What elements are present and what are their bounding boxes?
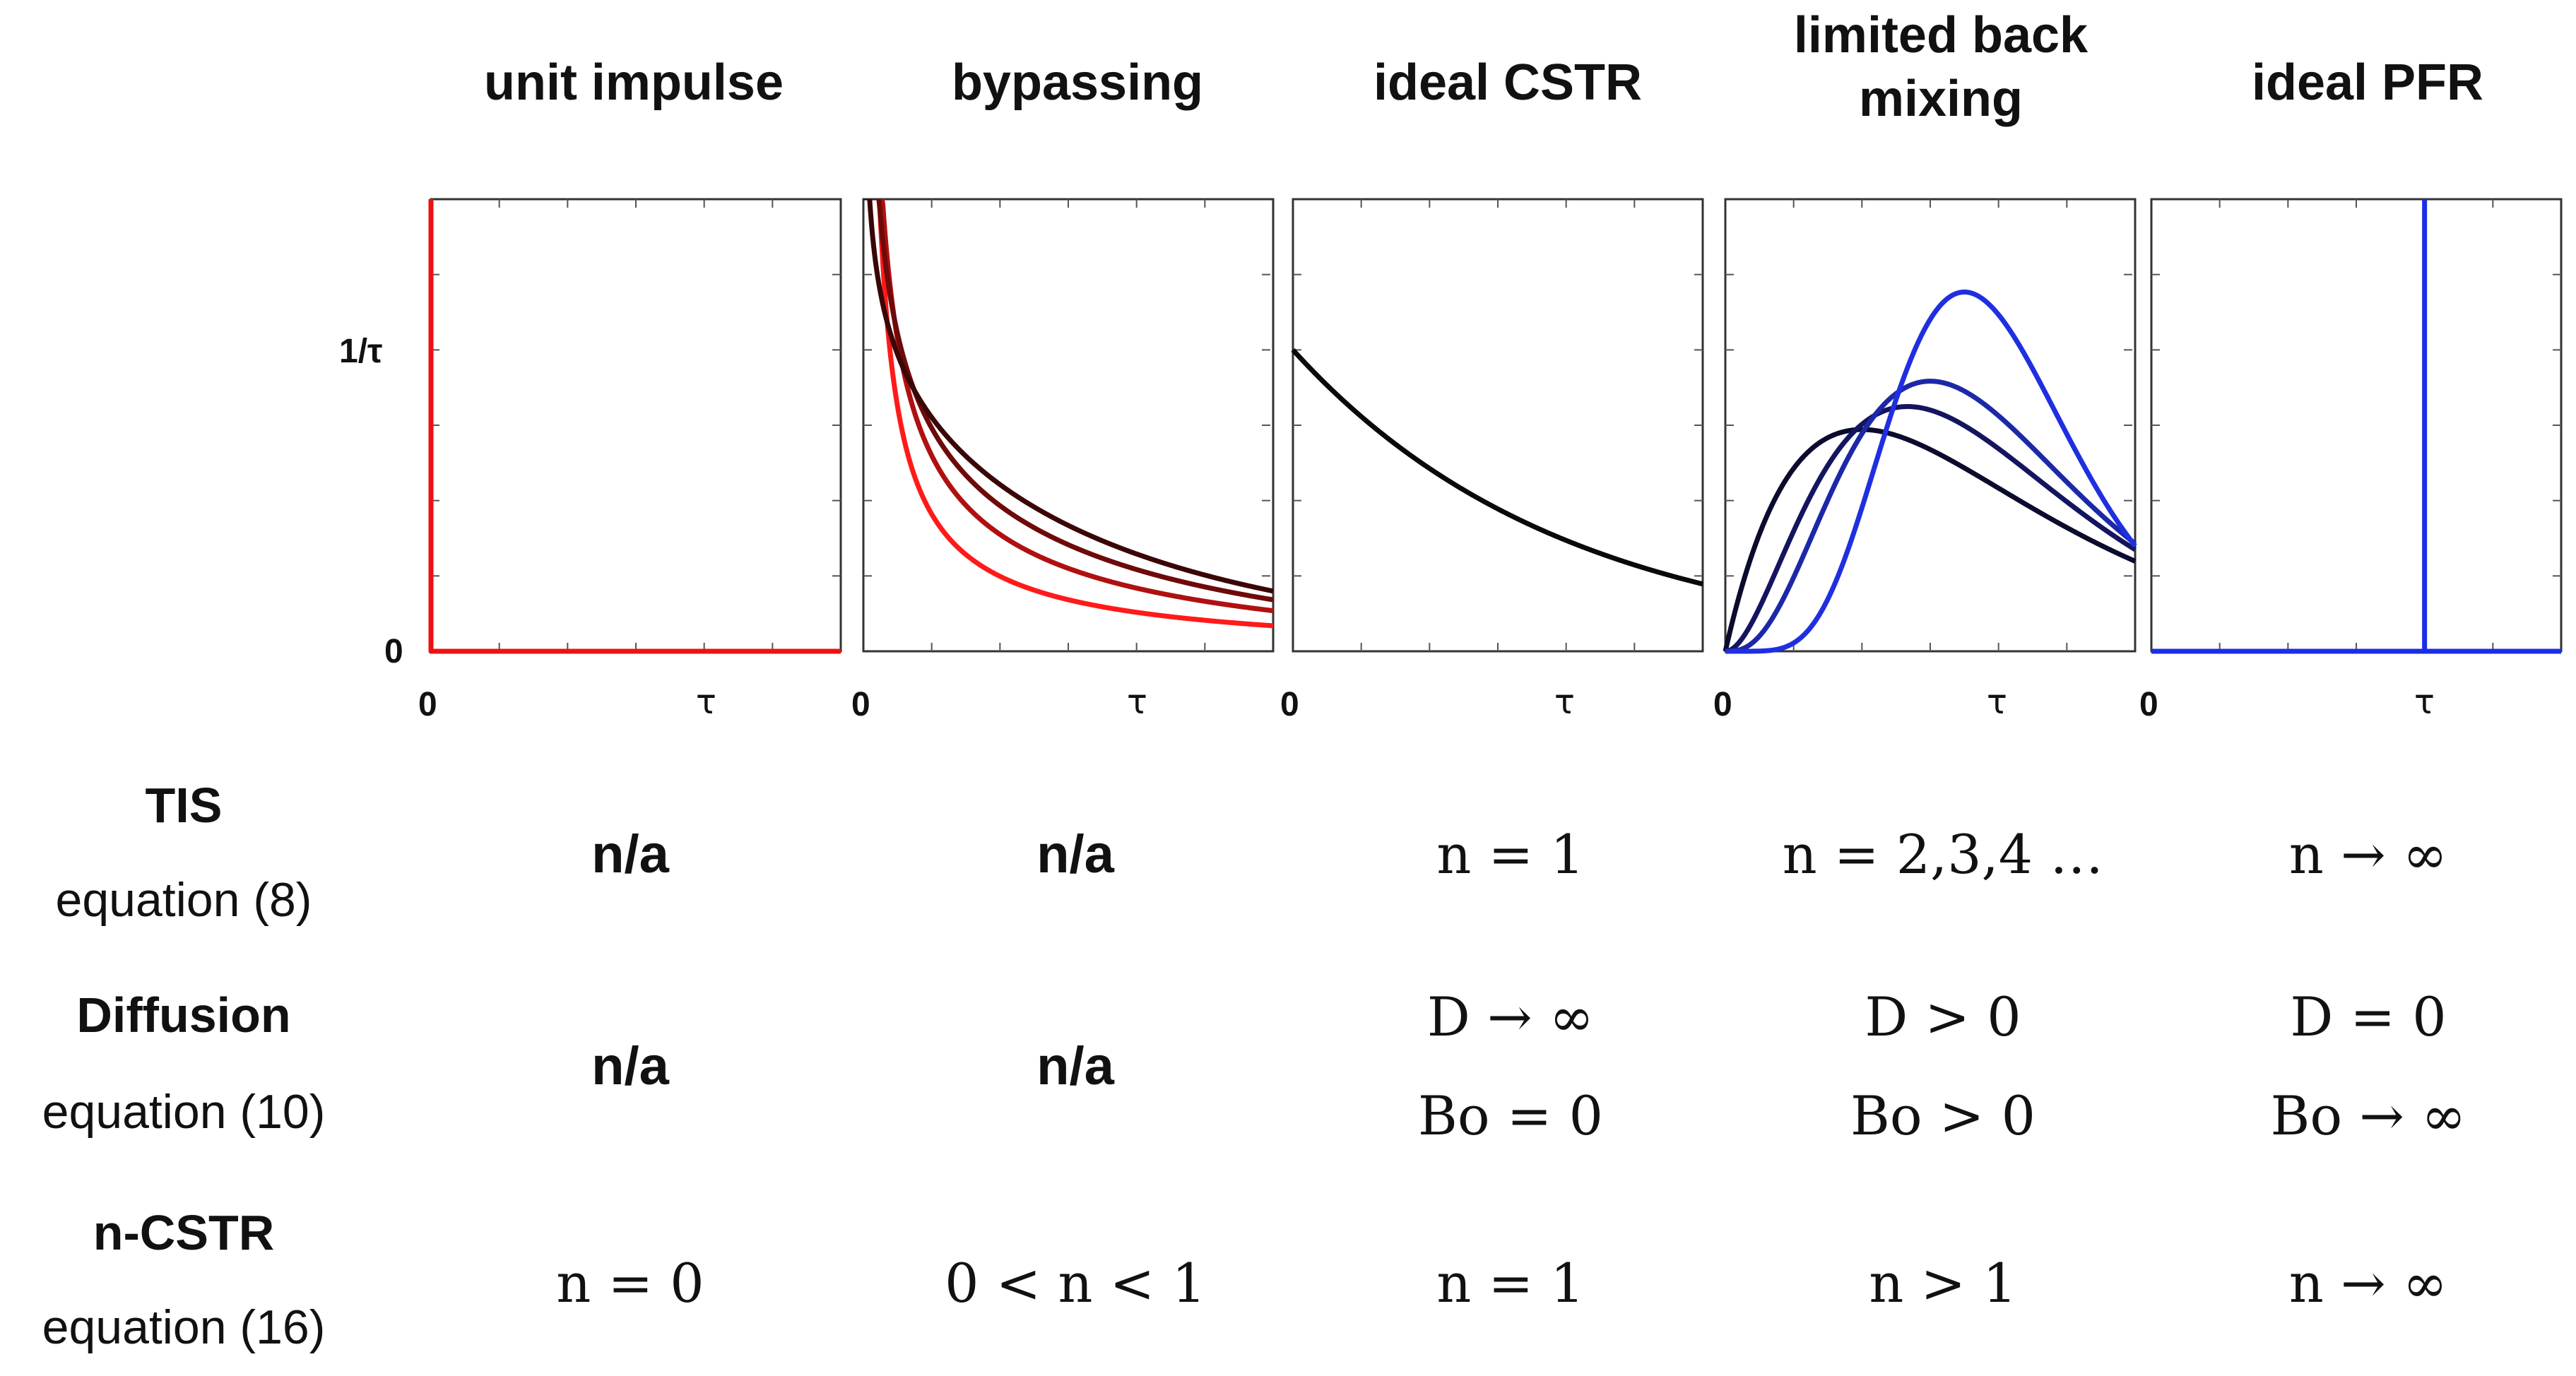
column-title-unit-impulse: unit impulse [483, 54, 784, 111]
x-label-tau: τ [1987, 682, 2007, 722]
plot-frame [862, 198, 1275, 653]
table-cell: n = 2,3,4 … [1782, 823, 2104, 886]
table-cell: n → ∞ [2288, 823, 2448, 886]
rtd-panel-5 [2150, 198, 2563, 654]
series-line-1 [1723, 427, 2137, 652]
table-cell: n/a [591, 1036, 669, 1096]
table-cell: D → ∞ [1426, 985, 1595, 1048]
row-subtitle: equation (16) [42, 1300, 326, 1354]
x-label-tau: τ [1127, 682, 1147, 722]
row-subtitle: equation (8) [55, 873, 312, 927]
rtd-panel-3 [1291, 198, 1705, 653]
table-cell: n → ∞ [2288, 1252, 2448, 1315]
x-label-zero: 0 [1280, 686, 1299, 723]
rtd-panel-4 [1723, 198, 2137, 654]
table-cell: n > 1 [1869, 1252, 2017, 1315]
column-title-ideal-pfr: ideal PFR [2251, 54, 2484, 111]
table-cell: Bo → ∞ [2270, 1084, 2466, 1147]
plot-frame [1724, 198, 2137, 653]
table-cell: n/a [591, 824, 669, 884]
series-line-4 [862, 199, 1275, 594]
series-line-1 [1291, 348, 1705, 587]
table-cell: n = 1 [1436, 1252, 1585, 1315]
table-cell: Bo = 0 [1418, 1084, 1603, 1147]
row-title: n-CSTR [93, 1205, 275, 1260]
rtd-panel-2 [862, 198, 1275, 653]
y-axis-label-upper: 1/τ [339, 333, 383, 370]
row-subtitle: equation (10) [42, 1085, 326, 1139]
x-label-tau: τ [1554, 682, 1575, 722]
series-line-1 [862, 199, 1275, 629]
x-label-zero: 0 [2139, 686, 2158, 723]
y-axis-label-zero: 0 [384, 633, 403, 670]
plot-frame [430, 198, 842, 653]
plot-frame [1292, 198, 1704, 653]
rtd-panel-1 [428, 198, 842, 654]
table-cell: D = 0 [2290, 985, 2447, 1048]
series-line-3 [1723, 379, 2137, 654]
table-cell: n = 1 [1436, 823, 1585, 886]
x-label-zero: 0 [418, 686, 437, 723]
table-cell: D > 0 [1865, 985, 2021, 1048]
table-cell: n = 0 [556, 1252, 704, 1315]
table-cell: n/a [1036, 824, 1114, 884]
column-title-ideal-cstr: ideal CSTR [1373, 54, 1643, 111]
column-title-limited-back-mixing: limited back mixing [1793, 7, 2088, 127]
series-line-2 [1723, 404, 2137, 654]
x-label-zero: 0 [851, 686, 870, 723]
x-label-tau: τ [696, 682, 716, 722]
plot-frame [2150, 198, 2563, 653]
series-line-3 [862, 199, 1275, 603]
series-line-1 [2151, 199, 2561, 654]
x-label-tau: τ [2414, 682, 2435, 722]
table-cell: 0 < n < 1 [945, 1252, 1206, 1315]
table-cell: Bo > 0 [1850, 1084, 2036, 1147]
series-line-2 [862, 199, 1275, 614]
row-title: TIS [145, 778, 223, 833]
column-title-bypassing: bypassing [951, 54, 1204, 111]
x-label-zero: 0 [1713, 686, 1732, 723]
table-cell: n/a [1036, 1036, 1114, 1096]
series-line-1 [428, 199, 841, 654]
series-line-4 [1723, 289, 2137, 654]
row-title: Diffusion [76, 987, 291, 1043]
